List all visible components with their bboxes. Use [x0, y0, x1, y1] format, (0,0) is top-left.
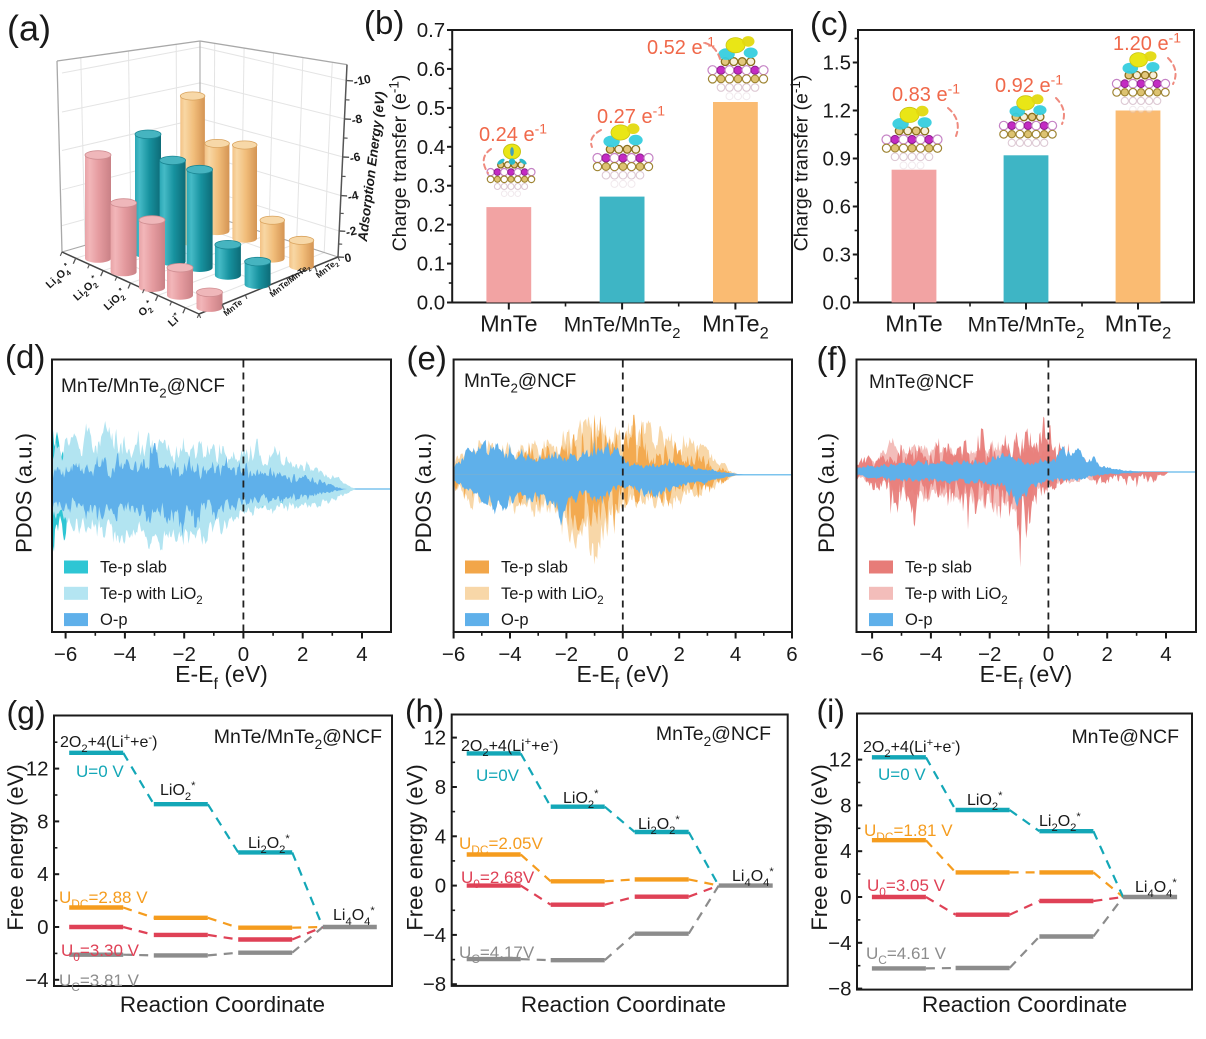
svg-text:U=0 V: U=0 V	[878, 765, 926, 784]
svg-text:(g): (g)	[7, 695, 46, 731]
svg-text:Te-p slab: Te-p slab	[905, 559, 972, 577]
svg-text:U=0V: U=0V	[476, 766, 520, 785]
svg-text:O-p: O-p	[501, 611, 529, 629]
svg-text:0.5: 0.5	[417, 97, 446, 120]
svg-text:MnTe@NCF: MnTe@NCF	[869, 372, 974, 393]
svg-text:8: 8	[435, 776, 446, 799]
svg-text:8: 8	[37, 810, 48, 833]
svg-text:0.3: 0.3	[417, 175, 446, 198]
svg-text:−4: −4	[498, 643, 521, 666]
svg-text:2: 2	[297, 643, 308, 666]
svg-text:0: 0	[840, 886, 851, 909]
svg-text:0.4: 0.4	[417, 136, 446, 159]
svg-text:MnTe: MnTe	[480, 311, 537, 337]
svg-text:0.6: 0.6	[417, 58, 446, 81]
svg-text:2: 2	[1101, 643, 1112, 666]
svg-text:4: 4	[37, 863, 48, 886]
svg-text:4: 4	[435, 825, 446, 848]
svg-text:1.5: 1.5	[823, 52, 852, 75]
svg-text:−2: −2	[555, 643, 578, 666]
svg-text:MnTe: MnTe	[885, 311, 942, 337]
svg-text:0.0: 0.0	[823, 292, 852, 315]
svg-text:PDOS (a.u.): PDOS (a.u.)	[12, 433, 37, 553]
svg-text:Charge transfer (e-1): Charge transfer (e-1)	[387, 75, 411, 252]
svg-text:4: 4	[730, 643, 741, 666]
svg-text:Free energy (eV): Free energy (eV)	[807, 764, 832, 930]
svg-text:0.6: 0.6	[823, 196, 852, 219]
svg-text:−4: −4	[113, 643, 136, 666]
svg-text:0.0: 0.0	[417, 292, 446, 315]
svg-text:−4: −4	[25, 969, 48, 992]
svg-text:PDOS (a.u.): PDOS (a.u.)	[814, 433, 839, 553]
svg-text:MnTe2@NCF: MnTe2@NCF	[464, 371, 576, 396]
svg-text:O-p: O-p	[905, 611, 933, 629]
svg-text:−4: −4	[828, 932, 851, 955]
svg-text:12: 12	[26, 758, 49, 781]
svg-text:6: 6	[786, 643, 797, 666]
svg-text:MnTe/MnTe2@NCF: MnTe/MnTe2@NCF	[214, 726, 382, 752]
svg-text:Reaction Coordinate: Reaction Coordinate	[521, 992, 726, 1017]
svg-text:U=0 V: U=0 V	[76, 762, 124, 781]
svg-text:1.2: 1.2	[823, 100, 852, 123]
svg-text:Free energy (eV): Free energy (eV)	[3, 764, 28, 930]
svg-text:(c): (c)	[810, 5, 848, 42]
svg-text:Free energy (eV): Free energy (eV)	[402, 764, 427, 930]
svg-text:0.9: 0.9	[823, 148, 852, 171]
svg-text:Reaction Coordinate: Reaction Coordinate	[120, 992, 325, 1017]
svg-text:0.7: 0.7	[417, 19, 446, 42]
svg-text:0.3: 0.3	[823, 244, 852, 267]
svg-text:0.2: 0.2	[417, 214, 446, 237]
svg-text:(i): (i)	[817, 693, 845, 729]
svg-text:4: 4	[356, 643, 367, 666]
svg-text:−4: −4	[919, 643, 942, 666]
svg-text:−8: −8	[423, 973, 446, 996]
svg-text:MnTe2@NCF: MnTe2@NCF	[656, 723, 771, 749]
svg-text:(b): (b)	[364, 4, 404, 41]
svg-text:0: 0	[435, 875, 446, 898]
svg-text:PDOS (a.u.): PDOS (a.u.)	[411, 433, 436, 553]
svg-text:Te-p slab: Te-p slab	[501, 559, 568, 577]
svg-text:4: 4	[840, 840, 851, 863]
svg-text:(a): (a)	[7, 8, 51, 49]
svg-text:12: 12	[423, 727, 446, 750]
svg-text:(f): (f)	[817, 340, 848, 377]
svg-text:(h): (h)	[405, 693, 444, 729]
svg-text:Charge transfer (e-1): Charge transfer (e-1)	[788, 75, 812, 252]
svg-text:(e): (e)	[407, 340, 447, 377]
svg-text:−6: −6	[442, 643, 465, 666]
svg-text:(d): (d)	[5, 338, 45, 375]
svg-text:0: 0	[37, 916, 48, 939]
svg-text:8: 8	[840, 794, 851, 817]
svg-text:−6: −6	[54, 643, 77, 666]
svg-text:−6: −6	[860, 643, 883, 666]
svg-text:Te-p slab: Te-p slab	[100, 559, 167, 577]
svg-text:MnTe/MnTe2@NCF: MnTe/MnTe2@NCF	[61, 376, 225, 401]
svg-text:2: 2	[673, 643, 684, 666]
svg-text:−8: −8	[828, 978, 851, 1001]
svg-text:4: 4	[1160, 643, 1171, 666]
svg-text:12: 12	[829, 749, 852, 772]
svg-text:O-p: O-p	[100, 611, 128, 629]
svg-text:Reaction Coordinate: Reaction Coordinate	[922, 992, 1127, 1017]
svg-text:MnTe@NCF: MnTe@NCF	[1071, 726, 1179, 748]
svg-text:0.1: 0.1	[417, 253, 446, 276]
